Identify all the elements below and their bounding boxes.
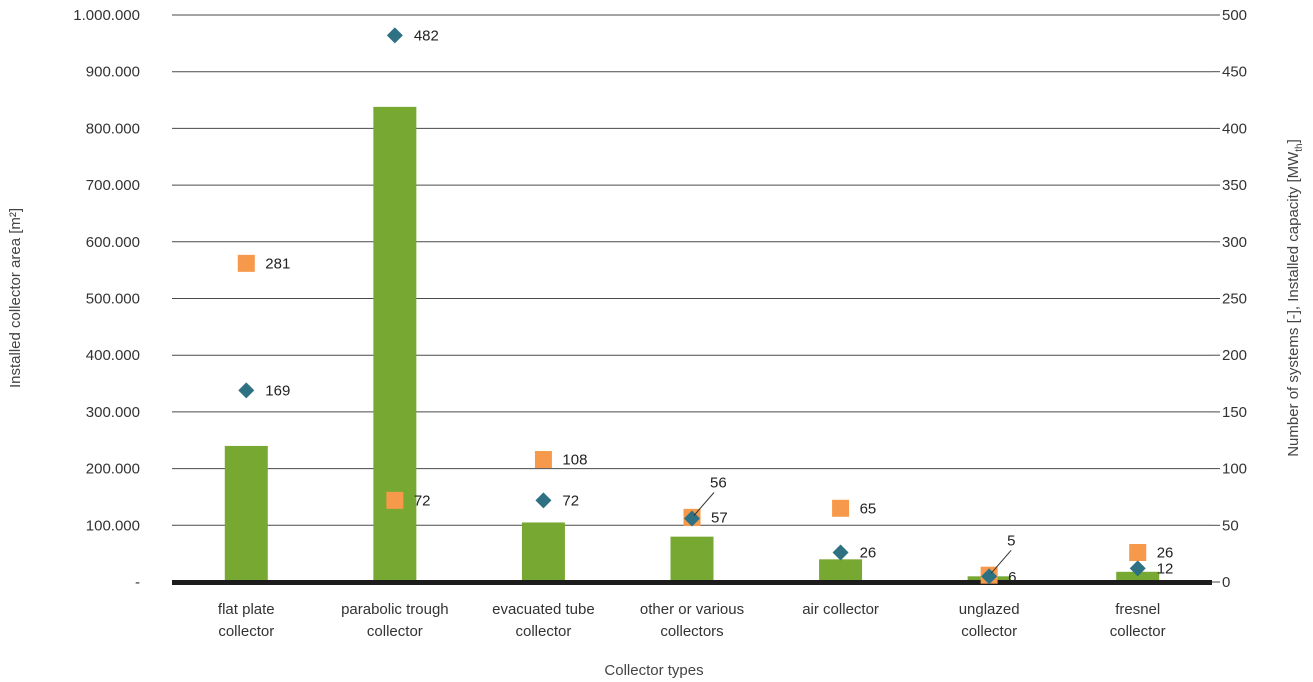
diamond-marker: [1129, 560, 1146, 577]
right-tick-label: 200: [1222, 347, 1247, 364]
left-tick-label: 500.000: [86, 291, 140, 308]
diamond-data-label: 482: [414, 27, 439, 44]
gridlines: [172, 14, 1220, 583]
square-data-label: 108: [562, 452, 587, 469]
diamond-data-label: 12: [1157, 560, 1174, 577]
right-tick-label: 300: [1222, 234, 1247, 251]
left-tick-label: 800.000: [86, 120, 140, 137]
diamond-marker: [238, 382, 255, 399]
right-tick-label: 400: [1222, 120, 1247, 137]
left-tick-label: 900.000: [86, 64, 140, 81]
data-labels-layer: 281 72 108 57 65 6 26 169 482 72 56 26 5 12: [265, 27, 1173, 586]
square-marker: [237, 254, 255, 272]
right-tick-label: 350: [1222, 177, 1247, 194]
right-axis-ticks: 0 50 100 150 200 250 300 350 400 450 500: [1222, 7, 1247, 591]
diamond-data-label: 72: [562, 492, 579, 509]
right-tick-label: 50: [1222, 517, 1239, 534]
square-data-label: 72: [414, 492, 431, 509]
bar: [373, 106, 417, 582]
bar: [670, 536, 714, 582]
diamond-data-label: 26: [860, 545, 877, 562]
leader-line: [990, 550, 1012, 574]
category-label: other or various collectors: [640, 601, 744, 640]
category-label: evacuated tube collector: [492, 601, 595, 640]
right-tick-label: 0: [1222, 574, 1230, 591]
bar: [819, 559, 863, 582]
diamond-marker: [832, 544, 849, 561]
square-marker: [386, 491, 404, 509]
diamond-marker: [535, 492, 552, 509]
diamond-marker: [386, 27, 403, 44]
left-tick-label: 600.000: [86, 234, 140, 251]
right-axis-title: Number of systems [-], Installed capacit…: [1285, 139, 1305, 457]
left-tick-label: 1.000.000: [73, 7, 140, 24]
category-label: air collector: [802, 601, 879, 618]
left-tick-label: -: [135, 574, 140, 591]
category-label: flat plate collector: [218, 601, 275, 640]
diamond-data-label: 5: [1007, 532, 1015, 549]
right-tick-label: 250: [1222, 291, 1247, 308]
left-axis-title: Installed collector area [m²]: [7, 208, 24, 388]
category-labels: flat plate collector parabolic trough colle…: [218, 601, 1166, 640]
bar: [224, 445, 268, 582]
square-data-label: 6: [1008, 569, 1016, 586]
left-tick-label: 300.000: [86, 404, 140, 421]
diamond-data-label: 169: [265, 382, 290, 399]
right-tick-label: 450: [1222, 64, 1247, 81]
category-label: unglazed collector: [959, 601, 1020, 640]
category-label: parabolic trough collector: [341, 601, 449, 640]
square-marker: [1129, 544, 1147, 562]
right-tick-label: 150: [1222, 404, 1247, 421]
bar: [521, 522, 565, 582]
bars-layer: [224, 106, 1160, 582]
left-tick-label: 100.000: [86, 517, 140, 534]
square-data-label: 26: [1157, 545, 1174, 562]
diamond-marker: [684, 510, 700, 527]
right-tick-label: 500: [1222, 7, 1247, 24]
square-data-label: 281: [265, 255, 290, 272]
x-axis-baseline: [172, 580, 1212, 585]
category-label: fresnel collector: [1110, 601, 1166, 640]
x-axis-title: Collector types: [604, 662, 703, 679]
square-data-label: 65: [860, 500, 877, 517]
square-marker: [832, 499, 850, 517]
bar: [1116, 571, 1160, 582]
left-tick-label: 700.000: [86, 177, 140, 194]
leader-line: [693, 492, 715, 516]
right-tick-label: 100: [1222, 461, 1247, 478]
left-tick-label: 200.000: [86, 461, 140, 478]
left-tick-label: 400.000: [86, 347, 140, 364]
diamond-data-label: 56: [710, 474, 727, 491]
square-data-label: 57: [711, 509, 728, 526]
left-axis-ticks: - 100.000 200.000 300.000 400.000 500.000 600.…: [73, 7, 140, 591]
diamond-marker: [981, 568, 998, 585]
square-marker: [534, 451, 552, 469]
